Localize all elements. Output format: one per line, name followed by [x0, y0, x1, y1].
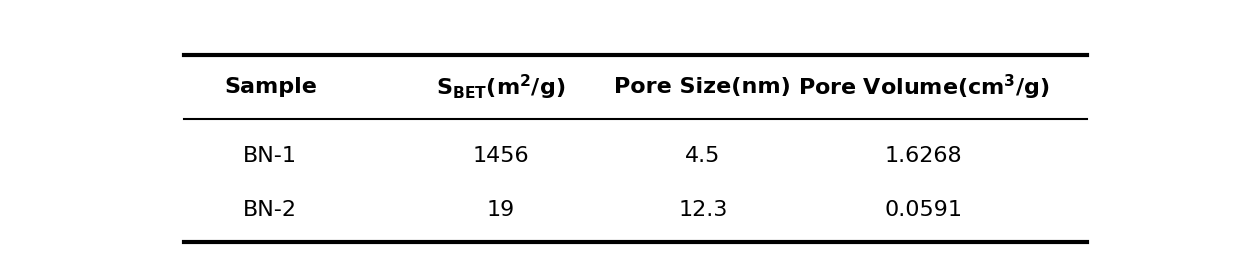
Text: 1.6268: 1.6268	[885, 146, 962, 166]
Text: 19: 19	[487, 200, 515, 220]
Text: $\mathbf{Pore\ Volume(cm^{3}/g)}$: $\mathbf{Pore\ Volume(cm^{3}/g)}$	[799, 73, 1049, 102]
Text: 0.0591: 0.0591	[885, 200, 962, 220]
Text: $\mathbf{S}_{\mathbf{BET}}\mathbf{(m^{2}/g)}$: $\mathbf{S}_{\mathbf{BET}}\mathbf{(m^{2}…	[436, 73, 565, 102]
Text: 4.5: 4.5	[684, 146, 720, 166]
Text: 1456: 1456	[472, 146, 529, 166]
Text: BN-2: BN-2	[243, 200, 298, 220]
Text: Pore Size(nm): Pore Size(nm)	[614, 77, 791, 97]
Text: 12.3: 12.3	[678, 200, 728, 220]
Text: Sample: Sample	[224, 77, 316, 97]
Text: BN-1: BN-1	[243, 146, 298, 166]
